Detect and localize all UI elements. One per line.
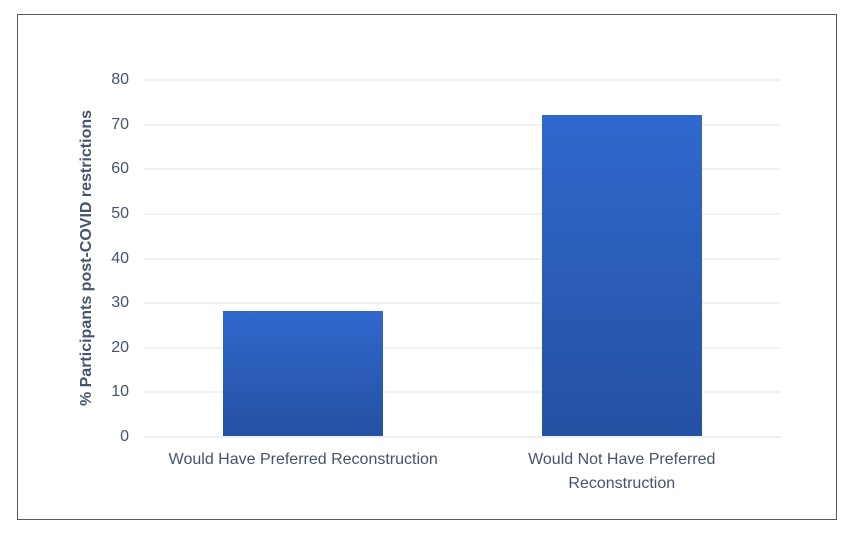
y-tick-label-0: 0: [120, 428, 129, 445]
category-label-0: Would Have Preferred Reconstruction: [168, 451, 438, 468]
y-tick-label-70: 70: [111, 115, 129, 133]
y-tick-label-10: 10: [111, 383, 129, 401]
category-label-slot-1: Would Not Have Preferred Reconstruction: [463, 445, 782, 496]
bar-1: [541, 114, 702, 436]
gridline-20: [144, 347, 781, 349]
gridline-0: [144, 436, 781, 438]
y-tick-label-80: 80: [111, 71, 129, 88]
y-tick-label-60: 60: [111, 160, 129, 178]
y-tick-label-20: 20: [111, 338, 129, 356]
category-label-slot-0: Would Have Preferred Reconstruction: [144, 445, 463, 496]
y-axis-tick-labels: 0 10 20 30 40 50 60 70 80: [18, 71, 129, 445]
gridline-60: [144, 168, 781, 170]
bar-0: [223, 311, 384, 436]
y-tick-label-50: 50: [111, 204, 129, 222]
gridline-30: [144, 302, 781, 304]
x-axis-category-labels: Would Have Preferred Reconstruction Would…: [144, 445, 781, 496]
gridline-40: [144, 258, 781, 259]
y-tick-label-40: 40: [111, 249, 129, 267]
gridline-80: [144, 79, 781, 81]
category-label-1: Would Not Have Preferred Reconstruction: [528, 451, 716, 492]
y-tick-label-30: 30: [111, 294, 129, 312]
chart-frame: % Participants post-COVID restrictions 0…: [17, 14, 837, 520]
gridline-10: [144, 391, 781, 393]
gridline-70: [144, 124, 781, 126]
plot-area: [144, 79, 781, 438]
gridline-50: [144, 213, 781, 215]
